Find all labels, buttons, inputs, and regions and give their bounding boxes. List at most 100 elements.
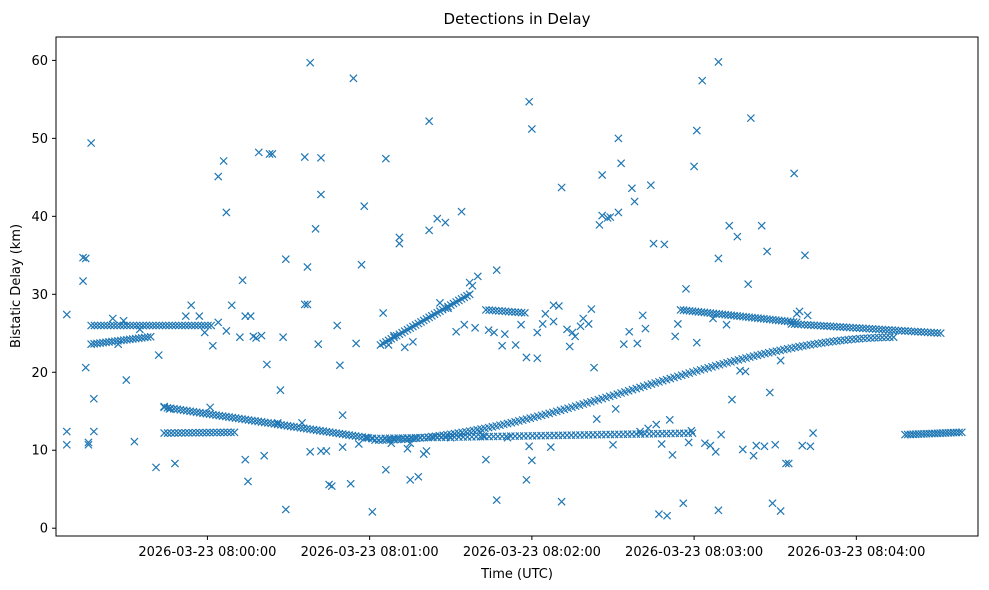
data-point (62, 440, 71, 449)
data-point (244, 415, 253, 425)
data-point (89, 427, 98, 436)
data-point (160, 402, 169, 411)
data-point (237, 414, 247, 424)
data-point (203, 321, 212, 330)
data-point (479, 432, 488, 441)
data-point (907, 327, 916, 336)
data-point (557, 497, 566, 506)
data-point (108, 314, 117, 323)
data-point (215, 411, 224, 420)
data-point (900, 326, 910, 335)
data-point (119, 316, 128, 325)
data-point (930, 328, 939, 337)
data-point (798, 441, 807, 450)
data-point (790, 169, 799, 178)
data-point (806, 442, 815, 451)
data-point (234, 414, 243, 423)
data-point (283, 421, 292, 430)
data-point (316, 153, 325, 162)
data-point (881, 325, 890, 334)
data-point (910, 327, 919, 336)
data-point (93, 321, 102, 330)
data-point (221, 412, 230, 421)
data-point (260, 418, 269, 427)
data-point (641, 324, 650, 333)
data-point (527, 456, 536, 465)
data-point (262, 360, 271, 369)
data-point (598, 170, 607, 180)
data-point (855, 324, 864, 333)
data-point (406, 475, 415, 484)
data-point (590, 363, 599, 372)
data-point (299, 424, 308, 433)
data-point (263, 418, 273, 427)
x-tick-label: 2026-03-23 08:04:00 (787, 545, 925, 560)
data-point (457, 207, 466, 216)
y-tick-label: 60 (31, 54, 48, 69)
data-point (189, 407, 198, 416)
data-point (325, 428, 334, 437)
data-point (595, 220, 604, 229)
data-point (644, 424, 653, 433)
data-point (522, 353, 531, 362)
plot-frame (55, 36, 979, 537)
data-point (212, 428, 221, 437)
data-point (408, 337, 417, 346)
data-point (871, 325, 880, 334)
data-point (400, 343, 409, 352)
data-point (752, 441, 761, 450)
data-point (143, 333, 152, 342)
data-point (816, 321, 825, 330)
data-point (96, 321, 105, 330)
data-point (741, 367, 750, 376)
data-point (481, 305, 490, 314)
data-point (362, 433, 371, 442)
data-point (379, 308, 388, 318)
data-point (725, 221, 734, 230)
data-point (368, 507, 377, 516)
data-point (425, 226, 434, 235)
data-point (520, 308, 529, 317)
data-point (654, 510, 663, 519)
data-point (875, 325, 884, 334)
data-point (511, 308, 520, 317)
data-point (395, 233, 404, 242)
data-point (208, 341, 217, 350)
data-point (152, 321, 161, 330)
x-axis-ticks: 2026-03-23 08:00:00 2026-03-23 08:01:00 20… (138, 536, 925, 560)
data-point (587, 305, 596, 314)
data-point (819, 321, 828, 330)
data-point (116, 321, 125, 330)
data-point (113, 321, 122, 330)
data-point (887, 326, 897, 335)
data-point (195, 408, 204, 417)
data-point (522, 475, 531, 484)
data-point (184, 321, 193, 330)
data-point (660, 240, 669, 249)
data-point (257, 331, 266, 340)
data-point (360, 202, 369, 211)
data-point (809, 429, 818, 438)
data-point (322, 427, 331, 436)
data-point (688, 429, 697, 438)
data-point (485, 306, 494, 315)
data-point (646, 181, 655, 190)
data-point (494, 306, 503, 315)
data-point (273, 420, 282, 429)
x-tick-label: 2026-03-23 08:01:00 (301, 545, 439, 560)
data-point (176, 405, 185, 414)
data-point (303, 262, 312, 272)
y-tick-label: 40 (31, 210, 48, 225)
data-point (62, 427, 71, 436)
data-point (435, 298, 444, 307)
y-tick-label: 50 (31, 132, 48, 147)
data-point (354, 439, 363, 449)
data-point (311, 224, 320, 233)
data-point (302, 424, 311, 433)
data-point (230, 428, 239, 437)
data-point (852, 323, 861, 332)
data-point (787, 319, 796, 328)
data-point (129, 321, 138, 330)
data-point (225, 413, 234, 422)
data-point (498, 341, 507, 350)
